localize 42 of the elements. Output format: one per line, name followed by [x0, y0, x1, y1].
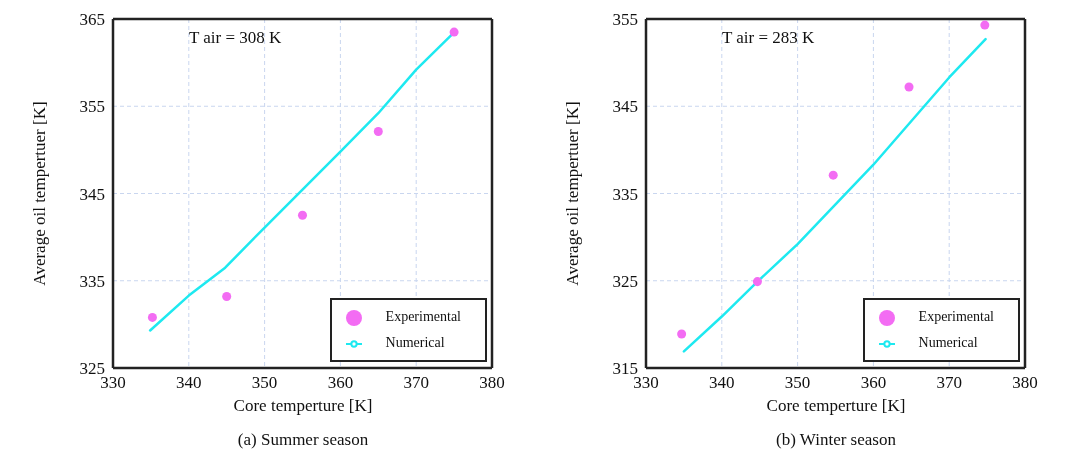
x-tick-label: 370: [936, 373, 962, 393]
x-tick-label: 350: [251, 373, 278, 393]
legend-label: Numerical: [385, 335, 445, 350]
y-tick-label: 355: [612, 10, 638, 30]
y-tick-label: 335: [79, 271, 105, 291]
legend-label: Numerical: [918, 335, 978, 350]
y-tick-label: 345: [79, 184, 105, 204]
point: [980, 20, 990, 30]
y-tick-label: 335: [612, 184, 638, 204]
text: (b) Winter season: [775, 430, 897, 450]
point: [677, 329, 687, 339]
y-tick-label: 325: [612, 271, 638, 291]
x-tick-label: 350: [784, 373, 811, 393]
x-tick-label: 330: [633, 373, 659, 393]
point: [297, 210, 308, 220]
legend-label: Experimental: [918, 309, 994, 324]
point: [222, 291, 232, 301]
point: [828, 170, 838, 180]
point: [449, 27, 459, 37]
x-tick-label: 370: [403, 373, 429, 393]
x-tick-label: 380: [479, 373, 505, 393]
y-tick-label: 365: [79, 10, 105, 30]
x-tick-label: 360: [860, 373, 887, 393]
point: [373, 127, 383, 137]
point: [752, 277, 762, 287]
y-axis-title: Average oil tempertuer [K]: [30, 101, 50, 286]
x-tick-label: 330: [100, 373, 126, 393]
x-tick-label: 340: [709, 373, 735, 393]
x-axis-title: Core temperture [K]: [765, 396, 907, 416]
x-axis-title: Core temperture [K]: [232, 396, 374, 416]
annotation: T air = 308 K: [189, 28, 282, 48]
y-axis-title: Average oil tempertuer [K]: [563, 101, 583, 286]
x-tick-label: 360: [327, 373, 354, 393]
y-tick-label: 355: [79, 97, 105, 117]
text: (a) Summer season: [236, 430, 370, 450]
point: [904, 82, 914, 92]
legend-label: Experimental: [385, 309, 461, 324]
point: [147, 312, 157, 322]
y-tick-label: 345: [612, 97, 638, 117]
x-tick-label: 380: [1012, 373, 1038, 393]
x-tick-label: 340: [176, 373, 202, 393]
annotation: T air = 283 K: [722, 28, 815, 48]
